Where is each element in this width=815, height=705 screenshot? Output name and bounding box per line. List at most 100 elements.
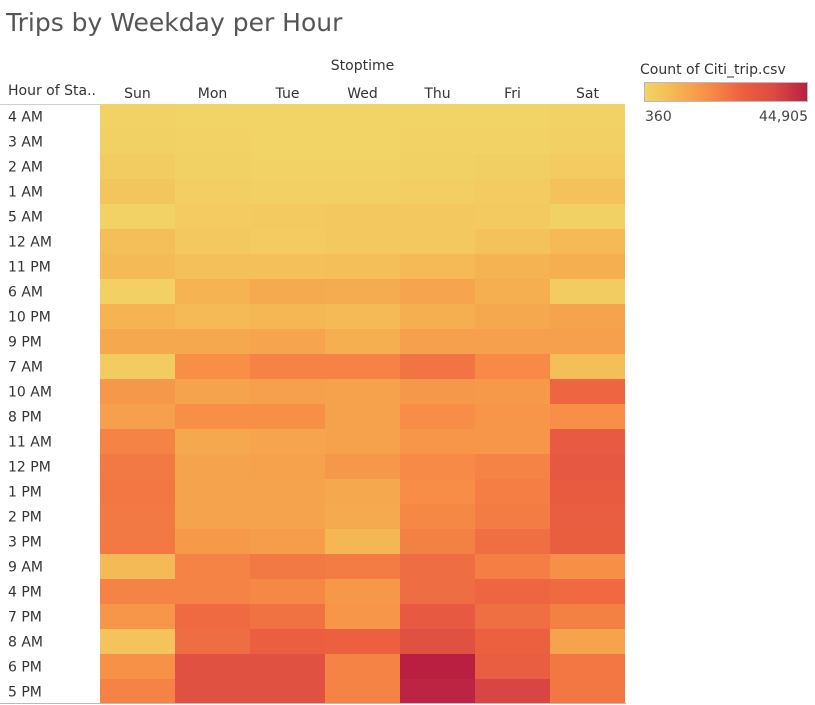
heatmap-cell[interactable]: 7 PM / Mon: 25000 — [175, 604, 250, 629]
heatmap-cell[interactable]: 1 AM / Thu: 2000 — [400, 179, 475, 204]
heatmap-cell[interactable]: 11 PM / Wed: 6500 — [325, 254, 400, 279]
heatmap-cell[interactable]: 6 PM / Thu: 44905 — [400, 654, 475, 679]
heatmap-cell[interactable]: 9 PM / Sun: 12000 — [100, 329, 175, 354]
heatmap-cell[interactable]: 9 AM / Fri: 21000 — [475, 554, 550, 579]
heatmap-cell[interactable]: 3 PM / Tue: 14500 — [250, 529, 325, 554]
heatmap-cell[interactable]: 11 AM / Wed: 13500 — [325, 429, 400, 454]
heatmap-cell[interactable]: 8 PM / Tue: 17500 — [250, 404, 325, 429]
heatmap-cell[interactable]: 3 AM / Wed: 700 — [325, 129, 400, 154]
heatmap-cell[interactable]: 12 AM / Fri: 5500 — [475, 229, 550, 254]
heatmap-cell[interactable]: 10 AM / Wed: 13500 — [325, 379, 400, 404]
heatmap-cell[interactable]: 2 PM / Tue: 13000 — [250, 504, 325, 529]
heatmap-cell[interactable]: 7 PM / Fri: 24000 — [475, 604, 550, 629]
heatmap-cell[interactable]: 1 PM / Mon: 13000 — [175, 479, 250, 504]
heatmap-cell[interactable]: 5 AM / Tue: 3200 — [250, 204, 325, 229]
heatmap-cell[interactable]: 9 AM / Mon: 20000 — [175, 554, 250, 579]
heatmap-cell[interactable]: 2 AM / Wed: 1000 — [325, 154, 400, 179]
heatmap-cell[interactable]: 3 AM / Thu: 800 — [400, 129, 475, 154]
heatmap-cell[interactable]: 5 AM / Mon: 3000 — [175, 204, 250, 229]
heatmap-cell[interactable]: 11 AM / Thu: 16000 — [400, 429, 475, 454]
heatmap-cell[interactable]: 12 AM / Wed: 3300 — [325, 229, 400, 254]
heatmap-cell[interactable]: 3 AM / Sat: 1500 — [550, 129, 625, 154]
heatmap-cell[interactable]: 1 AM / Fri: 3000 — [475, 179, 550, 204]
heatmap-cell[interactable]: 9 PM / Tue: 12500 — [250, 329, 325, 354]
heatmap-cell[interactable]: 10 PM / Tue: 8500 — [250, 304, 325, 329]
heatmap-cell[interactable]: 6 AM / Wed: 11000 — [325, 279, 400, 304]
heatmap-cell[interactable]: 11 AM / Sat: 29500 — [550, 429, 625, 454]
heatmap-cell[interactable]: 9 AM / Wed: 21500 — [325, 554, 400, 579]
heatmap-cell[interactable]: 8 PM / Sun: 14000 — [100, 404, 175, 429]
heatmap-cell[interactable]: 3 AM / Sun: 1200 — [100, 129, 175, 154]
heatmap-cell[interactable]: 11 AM / Sun: 20000 — [100, 429, 175, 454]
heatmap-cell[interactable]: 5 PM / Mon: 33000 — [175, 679, 250, 704]
heatmap-cell[interactable]: 5 PM / Tue: 33000 — [250, 679, 325, 704]
heatmap-cell[interactable]: 8 AM / Thu: 33000 — [400, 629, 475, 654]
heatmap-cell[interactable]: 12 AM / Thu: 3800 — [400, 229, 475, 254]
heatmap-cell[interactable]: 5 PM / Sat: 22500 — [550, 679, 625, 704]
heatmap-cell[interactable]: 10 PM / Sun: 9500 — [100, 304, 175, 329]
heatmap-cell[interactable]: 12 AM / Mon: 3500 — [175, 229, 250, 254]
heatmap-cell[interactable]: 12 PM / Fri: 20000 — [475, 454, 550, 479]
heatmap-cell[interactable]: 2 PM / Sun: 22000 — [100, 504, 175, 529]
heatmap-cell[interactable]: 2 AM / Mon: 1200 — [175, 154, 250, 179]
heatmap-cell[interactable]: 1 PM / Tue: 13000 — [250, 479, 325, 504]
heatmap-cell[interactable]: 3 AM / Mon: 800 — [175, 129, 250, 154]
heatmap-cell[interactable]: 7 AM / Sun: 2500 — [100, 354, 175, 379]
heatmap-cell[interactable]: 4 PM / Wed: 15500 — [325, 579, 400, 604]
heatmap-cell[interactable]: 4 PM / Sat: 25000 — [550, 579, 625, 604]
heatmap-cell[interactable]: 7 AM / Sat: 6500 — [550, 354, 625, 379]
heatmap-cell[interactable]: 4 PM / Tue: 19000 — [250, 579, 325, 604]
heatmap-cell[interactable]: 10 AM / Sun: 15500 — [100, 379, 175, 404]
heatmap-cell[interactable]: 7 AM / Thu: 23000 — [400, 354, 475, 379]
heatmap-cell[interactable]: 10 AM / Tue: 14000 — [250, 379, 325, 404]
heatmap-cell[interactable]: 2 AM / Tue: 1000 — [250, 154, 325, 179]
heatmap-cell[interactable]: 9 PM / Fri: 14000 — [475, 329, 550, 354]
heatmap-cell[interactable]: 11 PM / Sun: 7500 — [100, 254, 175, 279]
heatmap-cell[interactable]: 10 PM / Mon: 8000 — [175, 304, 250, 329]
heatmap-cell[interactable]: 6 PM / Sun: 17000 — [100, 654, 175, 679]
heatmap-cell[interactable]: 4 PM / Mon: 20000 — [175, 579, 250, 604]
heatmap-cell[interactable]: 6 AM / Tue: 11500 — [250, 279, 325, 304]
heatmap-cell[interactable]: 1 AM / Wed: 1600 — [325, 179, 400, 204]
heatmap-cell[interactable]: 2 PM / Fri: 21500 — [475, 504, 550, 529]
heatmap-cell[interactable]: 10 AM / Fri: 15000 — [475, 379, 550, 404]
heatmap-cell[interactable]: 9 AM / Thu: 24500 — [400, 554, 475, 579]
heatmap-cell[interactable]: 9 AM / Sun: 7500 — [100, 554, 175, 579]
heatmap-cell[interactable]: 10 PM / Wed: 8000 — [325, 304, 400, 329]
heatmap-cell[interactable]: 8 PM / Mon: 17500 — [175, 404, 250, 429]
heatmap-cell[interactable]: 11 PM / Thu: 8000 — [400, 254, 475, 279]
heatmap-cell[interactable]: 7 AM / Wed: 20000 — [325, 354, 400, 379]
heatmap-cell[interactable]: 4 AM / Mon: 600 — [175, 104, 250, 129]
heatmap-cell[interactable]: 8 PM / Fri: 16000 — [475, 404, 550, 429]
heatmap-cell[interactable]: 12 AM / Sun: 6500 — [100, 229, 175, 254]
heatmap-cell[interactable]: 8 AM / Wed: 27000 — [325, 629, 400, 654]
heatmap-cell[interactable]: 3 PM / Thu: 20500 — [400, 529, 475, 554]
heatmap-cell[interactable]: 9 PM / Mon: 12000 — [175, 329, 250, 354]
heatmap-cell[interactable]: 1 AM / Sat: 5500 — [550, 179, 625, 204]
heatmap-cell[interactable]: 8 AM / Tue: 27500 — [250, 629, 325, 654]
heatmap-cell[interactable]: 11 PM / Mon: 6000 — [175, 254, 250, 279]
heatmap-cell[interactable]: 3 AM / Fri: 1000 — [475, 129, 550, 154]
heatmap-cell[interactable]: 6 PM / Tue: 33000 — [250, 654, 325, 679]
heatmap-cell[interactable]: 7 PM / Sun: 16000 — [100, 604, 175, 629]
heatmap-cell[interactable]: 3 PM / Fri: 24000 — [475, 529, 550, 554]
heatmap-cell[interactable]: 7 PM / Sat: 20500 — [550, 604, 625, 629]
heatmap-cell[interactable]: 11 AM / Tue: 12500 — [250, 429, 325, 454]
heatmap-cell[interactable]: 12 PM / Sat: 30500 — [550, 454, 625, 479]
heatmap-cell[interactable]: 10 AM / Mon: 13000 — [175, 379, 250, 404]
heatmap-cell[interactable]: 5 PM / Wed: 20000 — [325, 679, 400, 704]
heatmap-cell[interactable]: 10 AM / Thu: 15500 — [400, 379, 475, 404]
heatmap-cell[interactable]: 8 PM / Wed: 13500 — [325, 404, 400, 429]
heatmap-cell[interactable]: 4 PM / Fri: 26000 — [475, 579, 550, 604]
heatmap-cell[interactable]: 6 PM / Wed: 20000 — [325, 654, 400, 679]
heatmap-cell[interactable]: 6 AM / Sat: 2500 — [550, 279, 625, 304]
heatmap-cell[interactable]: 12 PM / Wed: 15500 — [325, 454, 400, 479]
heatmap-cell[interactable]: 9 PM / Sat: 14000 — [550, 329, 625, 354]
heatmap-cell[interactable]: 12 PM / Tue: 13500 — [250, 454, 325, 479]
heatmap-cell[interactable]: 10 PM / Thu: 10500 — [400, 304, 475, 329]
heatmap-cell[interactable]: 6 PM / Sat: 22500 — [550, 654, 625, 679]
heatmap-cell[interactable]: 8 PM / Thu: 18000 — [400, 404, 475, 429]
heatmap-cell[interactable]: 11 AM / Fri: 16000 — [475, 429, 550, 454]
heatmap-cell[interactable]: 5 AM / Sun: 1000 — [100, 204, 175, 229]
heatmap-cell[interactable]: 5 PM / Sun: 20000 — [100, 679, 175, 704]
